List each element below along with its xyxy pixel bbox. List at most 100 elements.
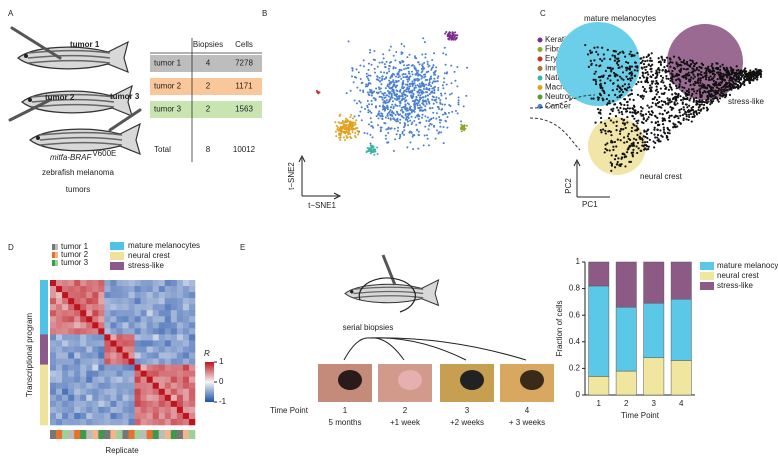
cell-point <box>423 85 426 88</box>
cell-point <box>336 126 339 129</box>
cell-point <box>756 73 759 76</box>
cell-point <box>408 72 411 75</box>
heatmap-cell <box>182 316 190 323</box>
cell-point <box>655 76 658 79</box>
heatmap-cell <box>152 292 160 299</box>
heatmap-cell <box>152 346 160 353</box>
cell-point <box>406 66 409 69</box>
heatmap-cell <box>92 370 99 377</box>
cell-point <box>618 86 621 89</box>
heatmap-cell <box>86 298 93 305</box>
heatmap-cell <box>140 370 147 377</box>
cell-point <box>395 133 398 136</box>
cell-point <box>393 97 396 100</box>
cell-point <box>406 146 409 149</box>
cell-point <box>398 75 401 78</box>
cell-point <box>450 92 453 95</box>
cell-point <box>437 86 440 89</box>
cell-point <box>381 96 384 99</box>
bar-segment <box>615 261 637 308</box>
cell-point <box>696 79 700 82</box>
cell-point <box>443 46 446 49</box>
cell-point <box>672 107 675 110</box>
cell-point <box>337 121 340 124</box>
cell-point <box>389 45 392 48</box>
cell-point <box>408 53 411 56</box>
cell-point <box>655 93 658 96</box>
cell-point <box>423 134 426 137</box>
cell-point <box>626 135 629 138</box>
heatmap-cell <box>104 286 111 293</box>
cell-point <box>697 106 700 109</box>
cell-point <box>686 106 689 109</box>
heatmap-cell <box>86 418 93 426</box>
cell-point <box>699 77 702 80</box>
cell-point <box>690 108 694 112</box>
cell-point <box>368 51 371 54</box>
cell-point <box>384 116 387 119</box>
program-bar <box>40 328 48 335</box>
heatmap-cell <box>116 316 123 323</box>
cell-point <box>421 81 424 84</box>
heatmap-cell <box>164 358 172 365</box>
cell-point <box>442 87 445 90</box>
cell-point <box>640 61 643 64</box>
cell-point <box>377 112 380 115</box>
heatmap-cell <box>50 400 57 408</box>
program-bar <box>40 304 48 311</box>
legend-dot <box>537 94 543 100</box>
heatmap-cell <box>128 322 135 329</box>
cell-point <box>446 115 449 118</box>
cell-point <box>636 65 639 68</box>
heatmap-cell <box>116 334 123 341</box>
cell-point <box>373 90 376 93</box>
cell-point <box>707 78 710 82</box>
cell-point <box>590 63 593 66</box>
cell-point <box>424 83 427 86</box>
cell-point <box>413 106 416 109</box>
cell-point <box>592 97 595 100</box>
cell-point <box>682 59 686 62</box>
biopsy-needle <box>8 98 52 122</box>
cell-point <box>403 45 406 48</box>
cell-point <box>340 129 343 132</box>
cell-point <box>734 82 737 85</box>
cell-point <box>417 134 420 137</box>
cell-point <box>688 104 691 107</box>
heatmap-cell <box>158 370 166 377</box>
cell-point <box>383 108 386 111</box>
biopsy-title: serial biopsies <box>343 323 394 332</box>
heatmap-cell <box>56 328 63 335</box>
cell-point <box>632 137 636 140</box>
cell-point <box>716 67 719 71</box>
cell-point <box>632 142 635 146</box>
cell-point <box>681 113 684 117</box>
axis-label: t−SNE1 <box>308 201 336 210</box>
cell-point <box>671 93 674 96</box>
cell-point <box>599 129 602 132</box>
cell-point <box>414 86 417 89</box>
cell-point <box>372 58 375 61</box>
cell-point <box>589 51 592 55</box>
heatmap-cell <box>68 340 75 347</box>
cell-point <box>417 89 420 92</box>
cell-point <box>342 130 345 133</box>
cell-point <box>386 107 389 110</box>
cell-point <box>371 125 374 128</box>
cell-point <box>669 85 672 88</box>
heatmap-cell <box>140 328 147 335</box>
heatmap-cell <box>134 280 141 287</box>
heatmap-cell <box>68 352 75 359</box>
heatmap-cell <box>80 340 87 347</box>
heatmap-cell <box>80 334 87 341</box>
cell-point <box>402 87 405 90</box>
cell-point <box>433 99 436 102</box>
heatmap-cell <box>128 280 135 287</box>
colorbar-title: R <box>204 349 210 358</box>
heatmap-cell <box>62 376 69 384</box>
heatmap-cell <box>122 400 129 408</box>
cell-point <box>748 78 751 81</box>
heatmap-cell <box>140 334 147 341</box>
heatmap-cell <box>62 352 69 359</box>
cell-point <box>464 127 467 130</box>
